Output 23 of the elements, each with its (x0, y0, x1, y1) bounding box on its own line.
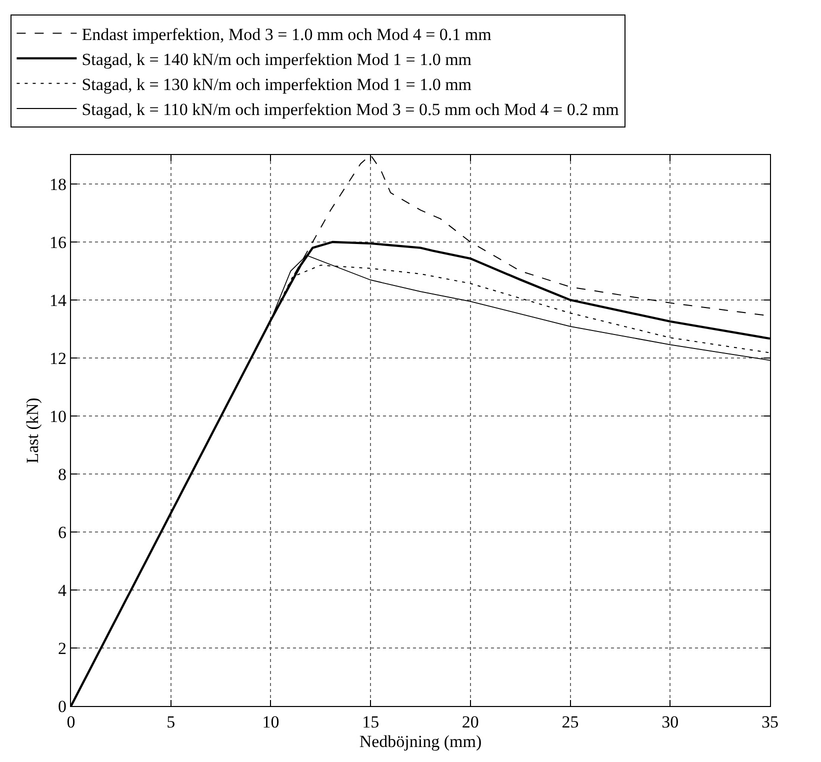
x-tick-label: 5 (166, 712, 176, 732)
y-tick-label: 0 (58, 696, 66, 716)
y-tick-label: 14 (50, 290, 67, 310)
y-tick-label: 6 (58, 522, 66, 542)
x-tick-label: 15 (362, 712, 380, 732)
y-tick-label: 10 (50, 406, 66, 426)
legend-label: Stagad, k = 110 kN/m och imperfektion Mod 3 = 0.5 mm och Mod 4 = 0.2 mm (82, 100, 619, 120)
x-axis-title: Nedböjning (mm) (359, 732, 482, 751)
legend-label: Stagad, k = 130 kN/m och imperfektion Mod 1 = 1.0 mm (82, 75, 472, 94)
x-tick-label: 20 (462, 712, 479, 732)
y-tick-label: 16 (50, 232, 66, 252)
x-tick-label: 25 (562, 712, 579, 732)
x-tick-label: 35 (762, 712, 778, 732)
y-tick-label: 18 (50, 174, 66, 194)
y-tick-label: 4 (58, 580, 67, 600)
y-tick-label: 12 (50, 348, 66, 368)
x-tick-label: 10 (262, 712, 280, 732)
legend-label: Stagad, k = 140 kN/m och imperfektion Mod 1 = 1.0 mm (82, 50, 472, 69)
y-tick-label: 2 (58, 638, 66, 658)
y-axis-title: Last (kN) (23, 398, 42, 464)
x-tick-label: 30 (662, 712, 679, 732)
legend-label: Endast imperfektion, Mod 3 = 1.0 mm och Mod 4 = 0.1 mm (82, 24, 492, 44)
y-tick-label: 8 (58, 464, 66, 484)
